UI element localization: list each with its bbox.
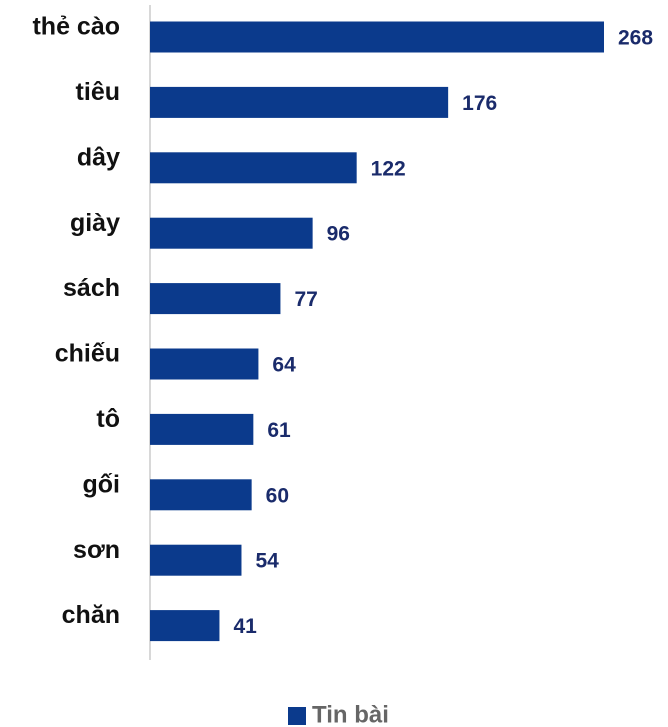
category-label: tiêu [76, 78, 120, 106]
category-label: gối [83, 470, 121, 498]
category-label: giày [70, 209, 120, 237]
value-label: 60 [266, 484, 289, 507]
value-label: 77 [294, 288, 317, 311]
bar [150, 348, 259, 380]
category-label: tô [96, 405, 120, 433]
value-label: 61 [267, 419, 291, 442]
value-label: 41 [233, 615, 257, 638]
bar [150, 413, 254, 445]
bar [150, 544, 242, 576]
category-label: dây [77, 143, 120, 171]
bar [150, 217, 313, 249]
category-label: chăn [62, 601, 120, 629]
value-label: 96 [327, 223, 350, 246]
bar [150, 21, 604, 53]
category-label: sơn [73, 536, 120, 564]
bar [150, 86, 449, 118]
value-label: 122 [371, 157, 406, 180]
bar [150, 152, 357, 184]
category-label: sách [63, 274, 120, 302]
legend-swatch [288, 707, 306, 725]
value-label: 176 [462, 92, 497, 115]
category-label: chiếu [55, 340, 120, 368]
value-label: 64 [272, 354, 296, 377]
value-label: 54 [255, 550, 279, 573]
bar [150, 479, 252, 511]
bar [150, 283, 281, 315]
category-label: thẻ cào [32, 13, 120, 41]
bar [150, 610, 220, 642]
value-label: 268 [618, 27, 653, 50]
legend-label: Tin bài [312, 701, 389, 727]
